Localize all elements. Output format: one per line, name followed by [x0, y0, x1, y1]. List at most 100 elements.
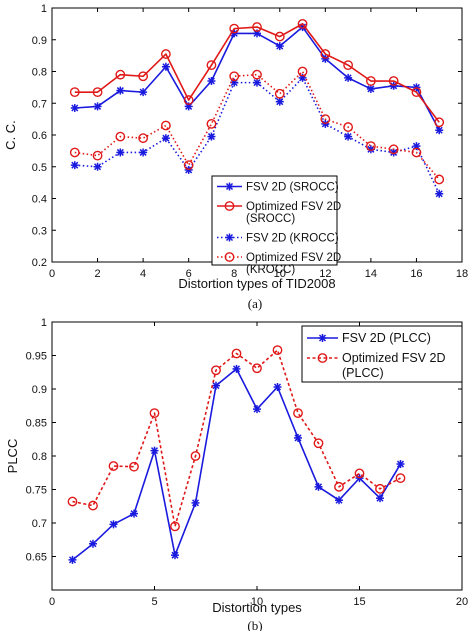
legend-label: FSV 2D (SROCC) — [246, 182, 339, 194]
data-point — [70, 161, 79, 170]
panel-caption: (b) — [247, 618, 262, 631]
legend-label: FSV 2D (KROCC) — [246, 233, 339, 245]
legend-item: FSV 2D (PLCC) — [307, 331, 431, 345]
x-tick-label: 0 — [49, 596, 55, 608]
data-point — [343, 122, 354, 132]
data-point — [411, 87, 422, 98]
legend-label: Optimized FSV 2D — [246, 201, 341, 213]
data-point — [207, 132, 216, 141]
data-point — [344, 73, 353, 82]
y-tick-label: 0.4 — [32, 194, 47, 206]
data-point — [253, 78, 261, 87]
data-point — [314, 482, 323, 491]
legend-item: Optimized FSV 2D(KROCC) — [217, 252, 341, 276]
legend-marker — [225, 233, 234, 242]
y-tick-label: 1 — [41, 3, 47, 15]
data-point — [67, 496, 78, 507]
data-point — [376, 494, 384, 503]
data-point — [170, 521, 180, 532]
x-tick-label: 4 — [140, 268, 146, 280]
legend-marker — [225, 182, 234, 191]
data-point — [115, 131, 126, 142]
y-tick-label: 0.6 — [32, 130, 47, 142]
data-point — [161, 134, 170, 143]
data-point — [395, 473, 406, 484]
legend-label: Optimized FSV 2D — [342, 351, 446, 365]
data-point — [191, 498, 200, 507]
legend-marker — [224, 201, 235, 211]
legend-item: Optimized FSV 2D(SROCC) — [217, 201, 341, 225]
data-point — [116, 148, 125, 157]
x-tick-label: 18 — [456, 268, 468, 280]
y-tick-label: 0.85 — [26, 418, 47, 430]
data-point — [108, 461, 119, 471]
data-point — [171, 551, 179, 560]
data-point — [89, 539, 97, 548]
legend-item: FSV 2D (SROCC) — [217, 182, 339, 194]
data-point — [229, 23, 240, 34]
data-point — [232, 364, 241, 373]
data-point — [365, 141, 376, 152]
data-point — [344, 132, 353, 141]
data-point — [297, 66, 308, 77]
x-tick-label: 14 — [365, 268, 377, 280]
data-point — [434, 117, 445, 128]
data-point — [253, 405, 261, 414]
chart-panel-a: 0 2 4 6 8 10 12 14 16 18 0.2 0.3 0.4 0.5 0.6 0.7 0.8 0.9 1… — [3, 3, 468, 311]
x-axis-label: Distortion types — [212, 600, 302, 615]
series-3 — [69, 66, 445, 185]
data-point — [149, 408, 160, 419]
data-point — [294, 433, 302, 442]
y-tick-label: 0.9 — [32, 384, 47, 396]
data-point — [139, 148, 148, 157]
data-point — [435, 189, 444, 198]
y-tick-label: 0.3 — [32, 225, 47, 237]
data-point — [183, 160, 194, 171]
x-axis-label: Distortion types of TID2008 — [178, 276, 335, 291]
legend-label: (SROCC) — [246, 213, 295, 225]
legend-marker — [317, 353, 328, 363]
data-point — [130, 509, 138, 518]
data-point — [93, 102, 102, 111]
y-tick-label: 0.7 — [32, 518, 47, 530]
data-point — [69, 87, 80, 98]
x-tick-label: 20 — [456, 596, 468, 608]
legend-box — [211, 175, 338, 266]
data-point — [212, 381, 220, 390]
x-tick-label: 15 — [353, 596, 365, 608]
legend-item: FSV 2D (KROCC) — [217, 233, 339, 245]
data-point — [129, 461, 139, 472]
data-point — [272, 345, 283, 356]
data-point — [183, 95, 194, 105]
y-tick-label: 0.95 — [26, 351, 47, 363]
data-point — [275, 97, 284, 106]
x-tick-label: 5 — [151, 596, 157, 608]
legend-marker — [318, 334, 327, 342]
panel-caption: (a) — [248, 296, 262, 311]
data-point — [116, 86, 125, 95]
data-point — [92, 87, 103, 98]
data-point — [297, 18, 308, 29]
data-point — [334, 481, 344, 492]
data-point — [88, 500, 98, 511]
data-point — [313, 438, 324, 449]
data-point — [150, 446, 159, 455]
data-point — [139, 88, 148, 97]
legend-item: Optimized FSV 2D(PLCC) — [307, 351, 446, 380]
data-point — [273, 382, 282, 391]
data-point — [138, 71, 149, 82]
x-tick-label: 0 — [49, 268, 55, 280]
data-point — [388, 144, 399, 155]
data-point — [343, 60, 354, 71]
data-point — [160, 120, 171, 131]
legend-box — [301, 325, 463, 383]
data-point — [320, 114, 331, 125]
data-point — [335, 496, 343, 505]
data-point — [160, 49, 171, 59]
legend-marker — [224, 252, 235, 262]
legend-label: (KROCC) — [246, 264, 295, 276]
data-point — [206, 118, 217, 129]
series-line — [74, 23, 440, 123]
data-point — [92, 150, 103, 161]
